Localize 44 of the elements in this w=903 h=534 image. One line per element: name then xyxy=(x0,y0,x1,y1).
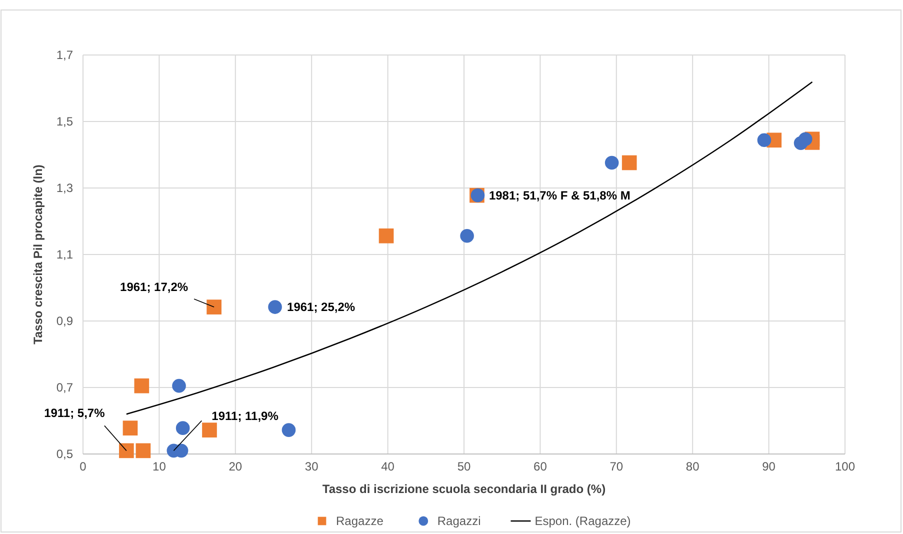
annotation: 1961; 25,2% xyxy=(287,300,356,314)
x-tick-label: 80 xyxy=(686,460,700,474)
legend-label: Ragazzi xyxy=(437,514,481,528)
point xyxy=(176,421,190,435)
annotation: 1981; 51,7% F & 51,8% M xyxy=(488,188,630,203)
y-tick-label: 1,3 xyxy=(56,180,74,195)
y-tick-label: 1,5 xyxy=(56,114,74,128)
point xyxy=(172,378,186,393)
point xyxy=(282,423,296,437)
point xyxy=(134,378,150,394)
x-tick-label: 0 xyxy=(80,460,87,474)
point xyxy=(136,443,151,458)
x-tick-label: 10 xyxy=(152,460,166,474)
x-tick-label: 30 xyxy=(304,460,319,474)
y-tick-label: 0,5 xyxy=(56,446,74,461)
y-tick-label: 1,1 xyxy=(56,247,74,262)
annotation: 1911; 5,7% xyxy=(44,406,106,420)
annotation: 1961; 17,2% xyxy=(120,280,188,294)
point xyxy=(622,155,637,170)
x-tick-label: 100 xyxy=(834,460,856,474)
point xyxy=(119,443,134,458)
point xyxy=(378,228,394,244)
x-tick-label: 60 xyxy=(534,460,548,474)
y-tick-label: 1,7 xyxy=(56,48,74,62)
point xyxy=(604,156,619,170)
x-tick-label: 40 xyxy=(381,460,395,474)
x-tick-label: 20 xyxy=(228,460,242,474)
x-tick-label: 90 xyxy=(762,460,776,474)
legend-label: Ragazze xyxy=(336,514,384,528)
point xyxy=(202,422,217,438)
point xyxy=(206,300,222,314)
point xyxy=(460,228,474,243)
y-tick-label: 0,7 xyxy=(56,380,74,394)
point xyxy=(268,300,282,314)
point xyxy=(122,420,138,436)
x-axis-title: Tasso di iscrizione scuola secondaria II grado (%) xyxy=(322,482,606,496)
legend-label: Espon. (Ragazze) xyxy=(534,514,631,528)
x-tick-label: 70 xyxy=(610,460,624,474)
x-tick-label: 50 xyxy=(457,460,471,474)
y-tick-label: 0,9 xyxy=(56,314,74,328)
point xyxy=(757,133,772,148)
point xyxy=(798,132,812,146)
y-axis-title: Tasso crescita Pil procapite (ln) xyxy=(31,164,45,344)
annotation: 1911; 11,9% xyxy=(212,408,279,423)
